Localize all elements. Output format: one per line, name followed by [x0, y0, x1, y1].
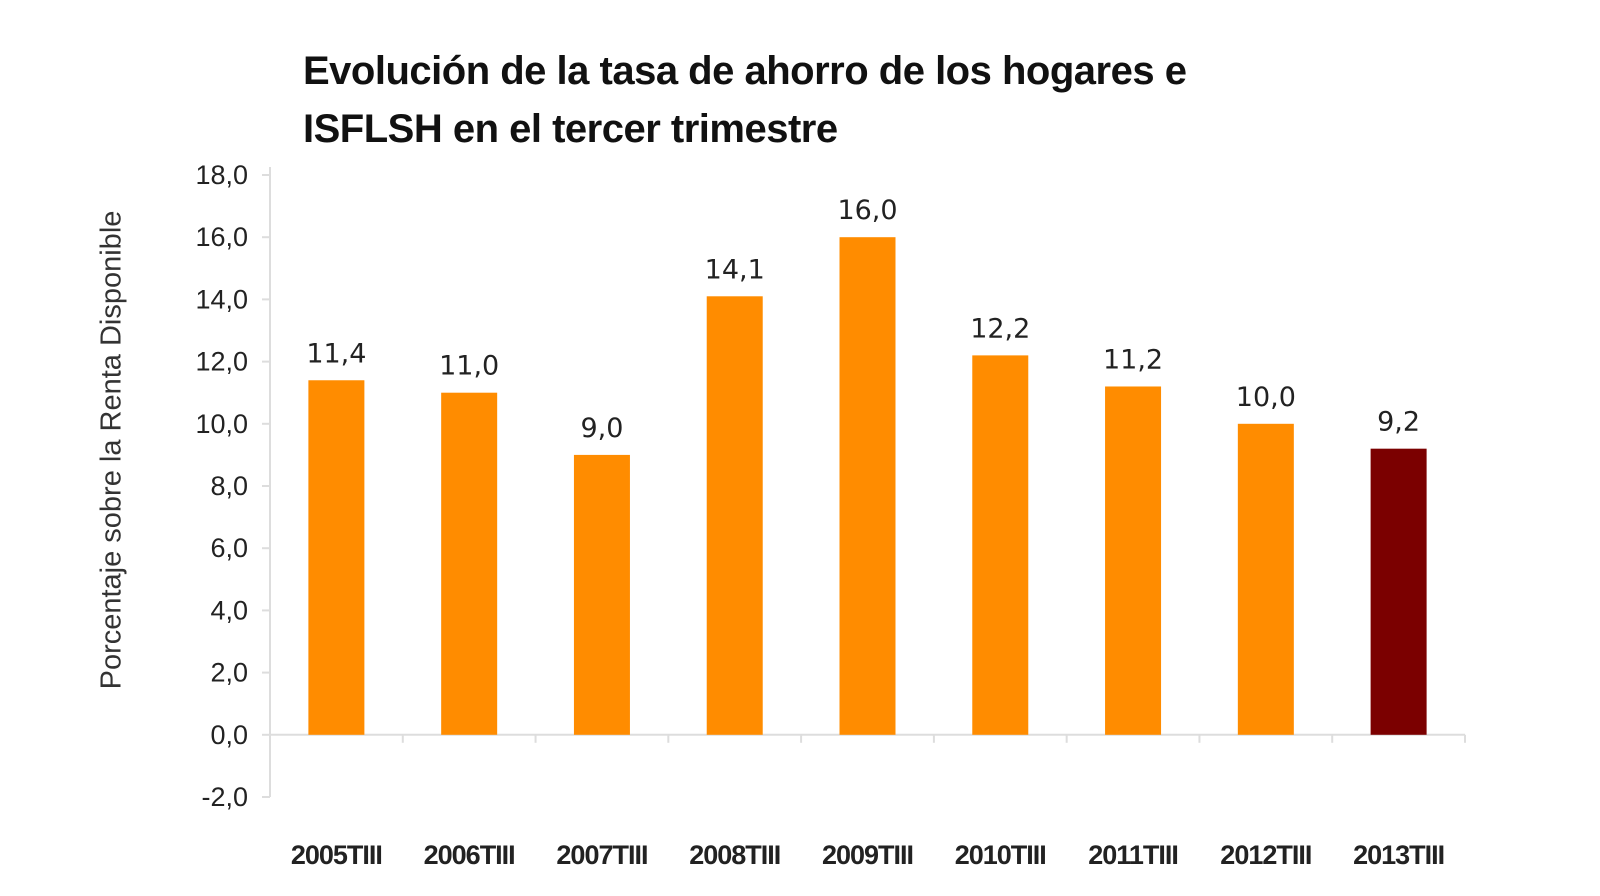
data-label: 14,1 [705, 254, 765, 285]
bar-2010TIII [972, 355, 1029, 735]
x-tick-label: 2009TIII [822, 840, 913, 870]
data-label: 9,0 [580, 413, 623, 444]
bar-2007TIII [573, 454, 630, 735]
bar-2013TIII [1370, 448, 1427, 735]
data-label: 9,2 [1377, 407, 1420, 438]
bar-2012TIII [1237, 423, 1294, 735]
x-tick-label: 2007TIII [556, 840, 647, 870]
y-tick-label: 8,0 [210, 471, 248, 501]
y-tick-label: -2,0 [201, 782, 248, 812]
chart-title-line-1: Evolución de la tasa de ahorro de los ho… [303, 49, 1187, 93]
x-tick-label: 2010TIII [955, 840, 1046, 870]
data-label: 12,2 [970, 313, 1030, 344]
x-tick-label: 2013TIII [1353, 840, 1444, 870]
x-tick-label: 2008TIII [689, 840, 780, 870]
bar-2006TIII [441, 392, 498, 735]
y-tick-label: 10,0 [195, 409, 248, 439]
y-tick-label: 0,0 [210, 720, 248, 750]
bar-2005TIII [308, 380, 365, 735]
data-label: 16,0 [837, 195, 897, 226]
chart-title-line-2: ISFLSH en el tercer trimestre [303, 107, 838, 151]
y-tick-label: 14,0 [195, 284, 248, 314]
data-label: 11,0 [439, 351, 499, 382]
bar-2011TIII [1105, 386, 1162, 735]
y-tick-label: 4,0 [210, 595, 248, 625]
x-tick-label: 2006TIII [424, 840, 515, 870]
data-label: 10,0 [1236, 382, 1296, 413]
x-tick-label: 2011TIII [1088, 840, 1178, 870]
data-label: 11,4 [306, 338, 366, 369]
y-tick-label: 18,0 [195, 160, 248, 190]
y-tick-label: 12,0 [195, 347, 248, 377]
y-tick-label: 2,0 [210, 658, 248, 688]
data-label: 11,2 [1103, 344, 1163, 375]
y-tick-label: 16,0 [195, 222, 248, 252]
x-tick-label: 2005TIII [291, 840, 382, 870]
chart-title: Evolución de la tasa de ahorro de los ho… [303, 42, 1187, 158]
bar-2008TIII [706, 296, 763, 735]
x-tick-label: 2012TIII [1220, 840, 1311, 870]
bar-2009TIII [839, 237, 896, 735]
y-tick-label: 6,0 [210, 533, 248, 563]
